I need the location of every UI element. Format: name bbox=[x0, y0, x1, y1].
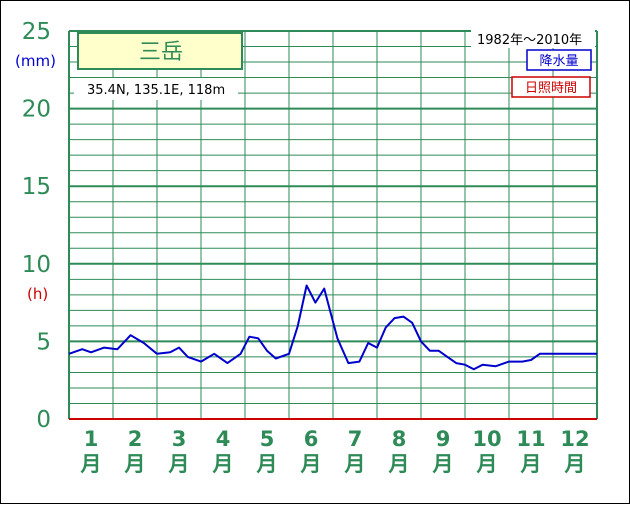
y-tick-label: 25 bbox=[22, 19, 51, 45]
legend-sunshine-box bbox=[511, 76, 591, 98]
y-tick-label: 20 bbox=[22, 97, 51, 123]
chart-title: 三岳 bbox=[139, 40, 183, 65]
x-tick-label: 3 bbox=[172, 427, 187, 451]
x-tick-label: 1 bbox=[84, 427, 99, 451]
x-tick-suffix: 月 bbox=[168, 452, 190, 476]
y-unit-left: (mm) bbox=[15, 52, 56, 70]
x-tick-label: 8 bbox=[392, 427, 407, 451]
x-tick-suffix: 月 bbox=[476, 452, 498, 476]
y-unit-right: (h) bbox=[27, 285, 48, 303]
x-tick-suffix: 月 bbox=[300, 452, 322, 476]
period-label: 1982年〜2010年 bbox=[477, 33, 582, 48]
series-layer bbox=[68, 284, 597, 420]
x-tick-label: 2 bbox=[128, 427, 143, 451]
y-tick-label: 5 bbox=[36, 329, 51, 355]
x-tick-suffix: 月 bbox=[80, 452, 102, 476]
y-tick-label: 0 bbox=[36, 407, 51, 433]
x-tick-suffix: 月 bbox=[124, 452, 146, 476]
x-tick-suffix: 月 bbox=[256, 452, 278, 476]
x-tick-label: 11 bbox=[516, 427, 545, 451]
location-box bbox=[74, 78, 238, 100]
legend-precipitation-box bbox=[526, 49, 592, 71]
y-tick-label: 10 bbox=[22, 252, 51, 278]
x-tick-label: 6 bbox=[304, 427, 319, 451]
x-tick-label: 4 bbox=[216, 427, 231, 451]
period-box bbox=[471, 30, 595, 48]
x-tick-suffix: 月 bbox=[388, 452, 410, 476]
legend-sunshine: 日照時間 bbox=[525, 81, 577, 96]
x-tick-label: 10 bbox=[472, 427, 501, 451]
x-tick-suffix: 月 bbox=[212, 452, 234, 476]
x-tick-suffix: 月 bbox=[520, 452, 542, 476]
x-tick-suffix: 月 bbox=[344, 452, 366, 476]
y-tick-label: 15 bbox=[22, 174, 51, 200]
x-tick-label: 5 bbox=[260, 427, 275, 451]
x-tick-suffix: 月 bbox=[564, 452, 586, 476]
series-precipitation-line bbox=[68, 284, 597, 371]
location-label: 35.4N, 135.1E, 118m bbox=[87, 83, 225, 98]
x-tick-label: 7 bbox=[348, 427, 363, 451]
title-box bbox=[77, 32, 243, 70]
x-tick-label: 9 bbox=[436, 427, 451, 451]
legend-precipitation: 降水量 bbox=[539, 54, 578, 69]
y-tick-labels: 0 5 10 15 20 25 bbox=[22, 19, 51, 433]
x-tick-label: 12 bbox=[560, 427, 589, 451]
x-tick-suffix: 月 bbox=[432, 452, 454, 476]
